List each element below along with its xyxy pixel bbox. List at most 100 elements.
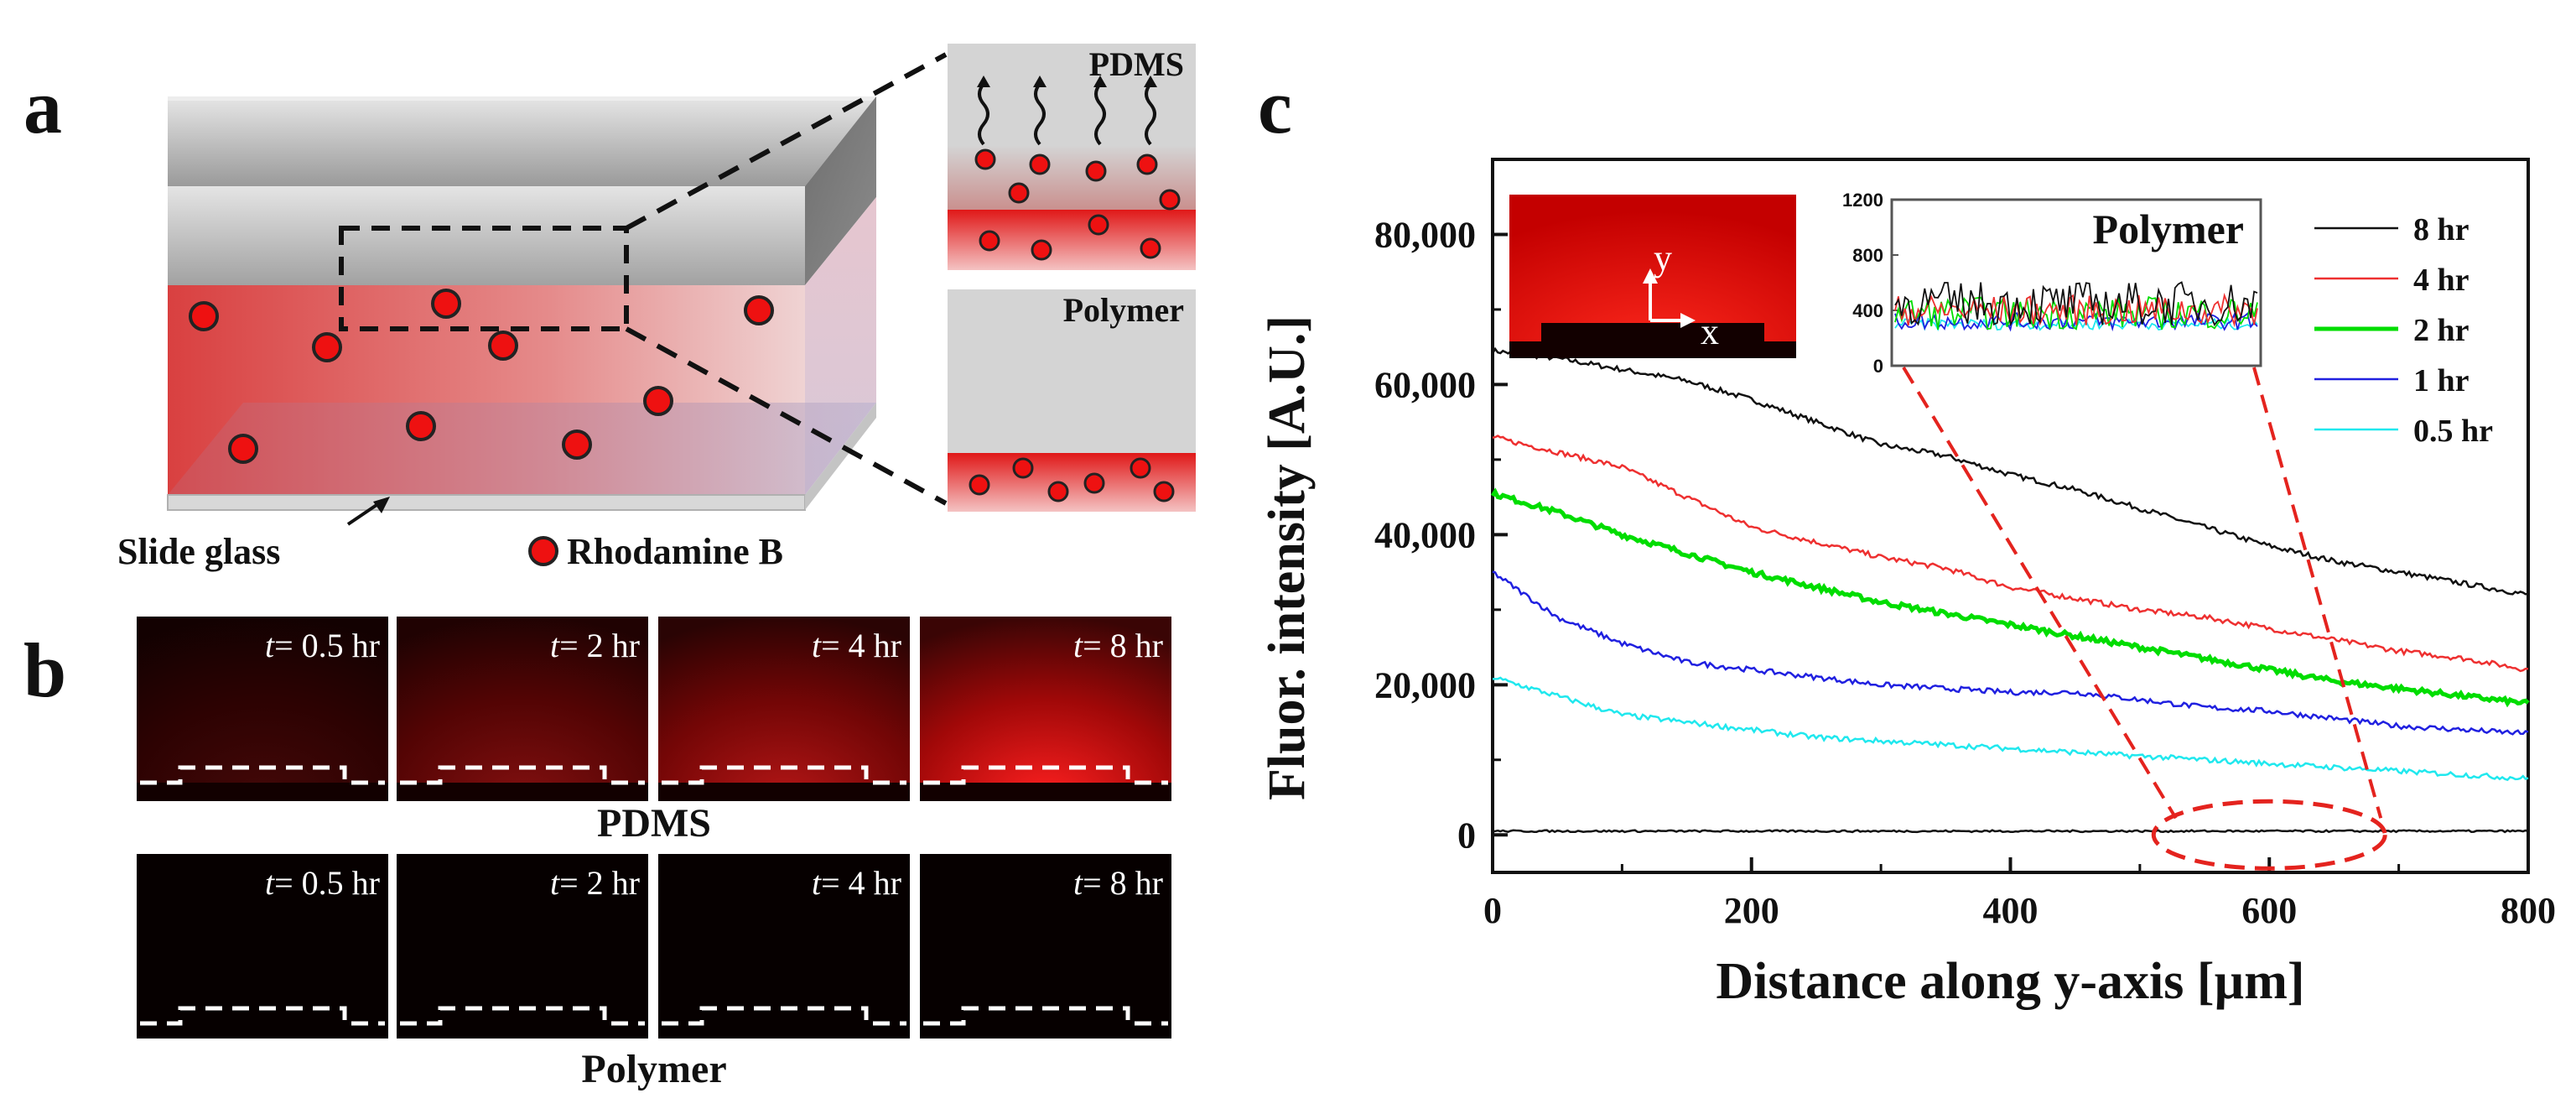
rhodamine-particle — [312, 332, 342, 362]
image-inset: yx — [1509, 195, 1796, 358]
slide-glass-label: Slide glass — [117, 531, 280, 572]
x-tick-label: 600 — [2241, 890, 2297, 931]
series-line-4-hr — [1492, 435, 2529, 673]
polymer-inset-chart: 0 400 800 1200 Polymer — [1842, 190, 2262, 377]
rhodamine-particle — [744, 295, 774, 325]
time-label: t= 0.5 hr — [265, 627, 380, 664]
series-line-1-hr — [1492, 570, 2529, 736]
channel-outline — [662, 765, 906, 785]
channel-outline — [923, 765, 1168, 785]
zoom-box — [339, 226, 629, 331]
rhodamine-particle — [488, 331, 518, 361]
panel-b-letter: b — [23, 627, 66, 713]
channel-outline — [400, 1006, 645, 1026]
zoom-ellipse — [2151, 799, 2387, 871]
zoom-line — [1902, 366, 2178, 820]
time-label: t= 2 hr — [550, 864, 640, 902]
y-tick-label: 60,000 — [1374, 364, 1476, 405]
polymer-row-label: Polymer — [581, 1047, 726, 1091]
slide-glass — [167, 494, 806, 511]
rhodamine-label: Rhodamine B — [567, 531, 783, 572]
inset-y-tick-label: 0 — [1873, 356, 1883, 377]
inset-y-tick-label: 400 — [1852, 300, 1883, 321]
rhodamine-particle — [189, 301, 219, 331]
series-line-Polymer — [1492, 829, 2529, 834]
zoom-inset-pdms: PDMS — [948, 44, 1196, 270]
pdms-tile: t= 8 hr — [920, 617, 1171, 801]
zoom-polymer-label: Polymer — [1063, 291, 1184, 329]
inset-x-label: x — [1701, 311, 1719, 352]
polymer-tile: t= 4 hr — [658, 854, 910, 1039]
x-tick-label: 400 — [1983, 890, 2038, 931]
legend-label: 0.5 hr — [2413, 414, 2493, 449]
y-tick-label: 20,000 — [1374, 664, 1476, 705]
rhodamine-particles-polymer — [969, 457, 1175, 502]
inset-series-line — [1894, 281, 2258, 327]
channel-outline — [923, 1006, 1168, 1026]
x-tick-label: 800 — [2501, 890, 2556, 931]
x-tick-label: 200 — [1724, 890, 1779, 931]
pdms-block-side — [805, 96, 876, 285]
legend-label: 2 hr — [2413, 313, 2470, 348]
time-label: t= 4 hr — [812, 864, 901, 902]
x-tick-label: 0 — [1483, 890, 1502, 931]
pdms-tile: t= 0.5 hr — [137, 617, 388, 801]
rhodamine-particle — [228, 434, 258, 464]
series-line-0_5-hr — [1493, 676, 2529, 782]
zoom-pdms-label: PDMS — [1089, 45, 1184, 83]
inset-y-tick-label: 800 — [1852, 245, 1883, 266]
rhodamine-particle — [643, 386, 673, 416]
polymer-tile: t= 0.5 hr — [137, 854, 388, 1039]
panel-a: a Slide — [23, 44, 1196, 572]
rhodamine-particle — [406, 411, 436, 441]
zoom-line-bottom — [625, 326, 948, 506]
time-label: t= 2 hr — [550, 627, 640, 664]
inset-series-line — [1894, 294, 2258, 331]
time-label: t= 0.5 hr — [265, 864, 380, 902]
panel-b: b t= 0.5 hr t= 2 hr t= 4 hr t= 8 hr t= 0.5 … — [23, 617, 1171, 1091]
pdms-image-row: t= 0.5 hr t= 2 hr t= 4 hr t= 8 hr — [137, 617, 1171, 801]
y-tick-label: 0 — [1457, 815, 1476, 856]
panel-c-letter: c — [1258, 64, 1292, 149]
pdms-tile: t= 4 hr — [658, 617, 910, 801]
zoom-line — [2252, 367, 2383, 819]
pdms-tile: t= 2 hr — [397, 617, 648, 801]
channel-floor — [168, 403, 876, 495]
polymer-tile: t= 8 hr — [920, 854, 1171, 1039]
zoom-line-top — [625, 52, 948, 231]
rhodamine-particles — [189, 289, 774, 464]
channel-outline — [140, 1006, 385, 1026]
y-tick-label: 40,000 — [1374, 514, 1476, 555]
legend-label: 4 hr — [2413, 263, 2470, 298]
time-label: t= 8 hr — [1073, 864, 1163, 902]
y-axis-label: Fluor. intensity [A.U.] — [1259, 315, 1316, 800]
main-chart: 0 200 400 600 800 0 20,000 40,000 60,000 80,000 Di… — [1259, 158, 2556, 1010]
pdms-block-top — [168, 96, 876, 186]
inset-title: Polymer — [2093, 206, 2244, 252]
time-label: t= 4 hr — [812, 627, 901, 664]
panel-c: c 0 200 400 600 800 0 20,000 40,000 60,000 80,000… — [1258, 64, 2556, 1010]
diffusion-arrows — [978, 82, 1156, 146]
inset-y-label: y — [1654, 237, 1672, 278]
polymer-tile: t= 2 hr — [397, 854, 648, 1039]
y-tick-label: 80,000 — [1374, 214, 1476, 255]
series-line-8-hr — [1491, 346, 2529, 596]
panel-a-letter: a — [23, 64, 62, 149]
rhodamine-particles-pdms — [974, 148, 1181, 261]
pdms-row-label: PDMS — [597, 801, 711, 846]
time-label: t= 8 hr — [1073, 627, 1163, 664]
inset-y-tick-label: 1200 — [1842, 190, 1883, 211]
polymer-image-row: t= 0.5 hr t= 2 hr t= 4 hr t= 8 hr — [137, 854, 1171, 1039]
rhodamine-legend-icon — [528, 536, 558, 566]
legend-label: 1 hr — [2413, 363, 2470, 398]
channel-outline — [662, 1006, 906, 1026]
legend-label: 8 hr — [2413, 212, 2470, 247]
channel-outline — [140, 765, 385, 785]
zoom-inset-polymer: Polymer — [948, 289, 1196, 512]
series-line-2-hr — [1490, 487, 2530, 708]
channel-outline — [400, 765, 645, 785]
rhodamine-particle — [431, 289, 461, 319]
rhodamine-particle — [562, 429, 592, 460]
x-axis-label: Distance along y-axis [µm] — [1716, 953, 2304, 1010]
